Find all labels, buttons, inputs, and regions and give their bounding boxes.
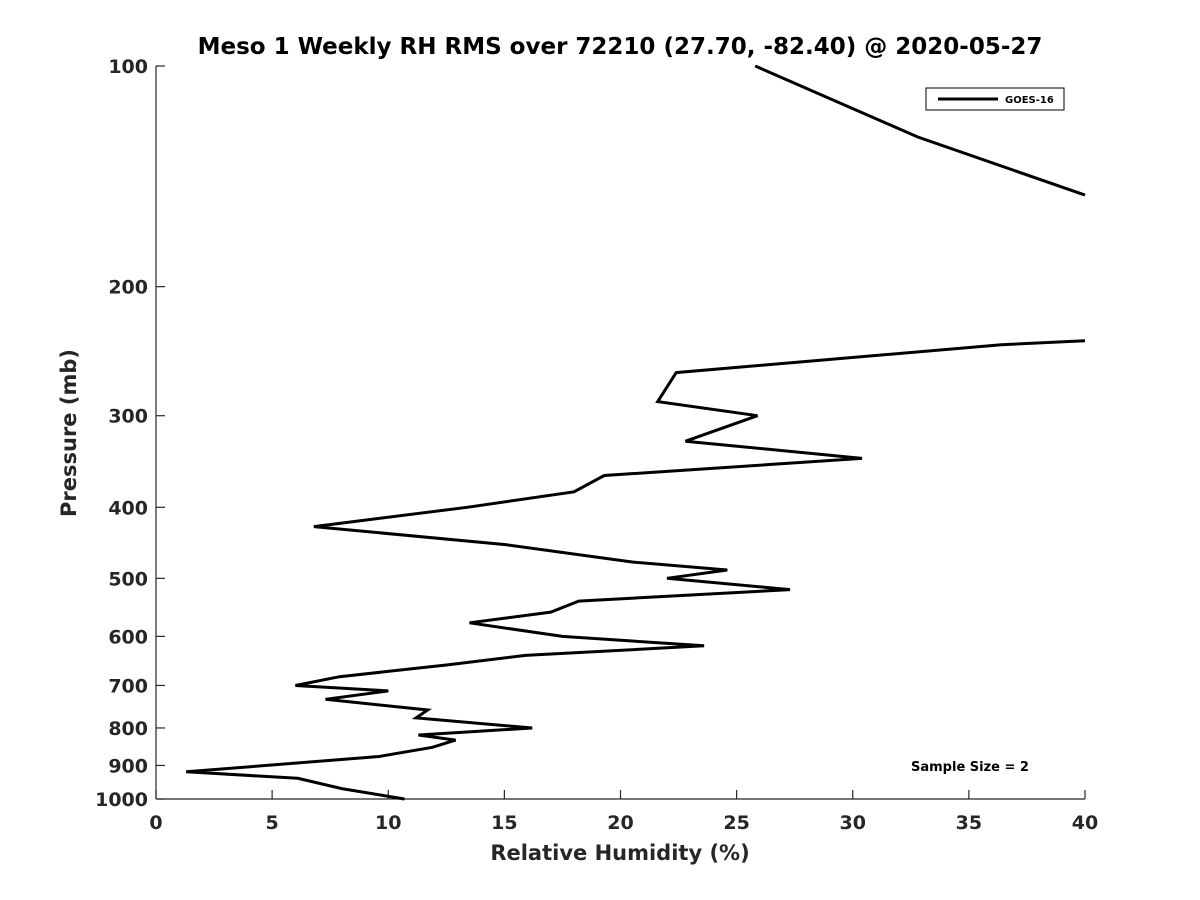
- x-axis-ticks: 0 5 10 15 20 25 30 35 40: [149, 790, 1098, 834]
- y-tick-label: 800: [108, 718, 148, 740]
- plot-area: 0 5 10 15 20 25 30 35 40 100 200 300 400 500 600 700 80…: [95, 56, 1098, 834]
- series-line-goes-16-segment-1: [754, 64, 1086, 197]
- y-tick-label: 1000: [95, 789, 148, 811]
- x-tick-label: 35: [956, 812, 982, 834]
- y-axis-ticks: 100 200 300 400 500 600 700 800 900 1000: [95, 56, 165, 811]
- y-axis-label: Pressure (mb): [57, 349, 81, 517]
- x-tick-label: 30: [840, 812, 866, 834]
- x-tick-label: 10: [375, 812, 401, 834]
- x-tick-label: 5: [266, 812, 279, 834]
- y-tick-label: 500: [108, 568, 148, 590]
- series-line-goes-16-segment-2: [186, 339, 1086, 801]
- y-tick-label: 100: [108, 56, 148, 78]
- chart-title: Meso 1 Weekly RH RMS over 72210 (27.70, …: [198, 34, 1043, 60]
- x-tick-label: 0: [149, 812, 162, 834]
- x-tick-label: 15: [491, 812, 517, 834]
- y-tick-label: 300: [108, 406, 148, 428]
- x-axis-label: Relative Humidity (%): [490, 841, 749, 865]
- x-tick-label: 40: [1072, 812, 1098, 834]
- legend-label-goes-16: GOES-16: [1005, 95, 1054, 106]
- y-tick-label: 600: [108, 626, 148, 648]
- x-tick-label: 25: [723, 812, 749, 834]
- y-tick-label: 200: [108, 277, 148, 299]
- sample-size-annotation: Sample Size = 2: [911, 760, 1029, 775]
- series-lines: [186, 64, 1086, 801]
- y-tick-label: 400: [108, 497, 148, 519]
- x-tick-label: 20: [607, 812, 633, 834]
- y-tick-label: 700: [108, 675, 148, 697]
- y-tick-label: 900: [108, 755, 148, 777]
- legend: GOES-16: [925, 87, 1065, 111]
